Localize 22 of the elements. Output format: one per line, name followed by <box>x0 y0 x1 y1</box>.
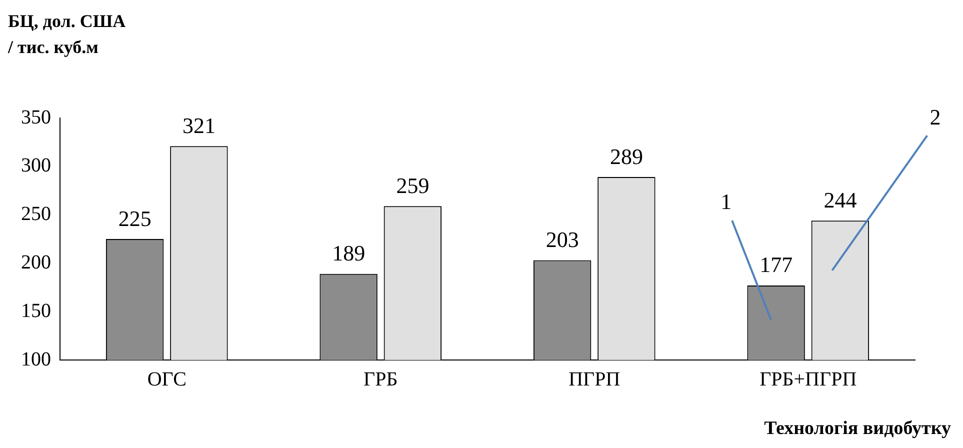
data-label: 203 <box>546 227 579 252</box>
x-tick-label: ГРБ+ПГРП <box>760 368 857 390</box>
y-tick-label: 200 <box>21 251 51 274</box>
text: 1 <box>720 189 732 214</box>
x-axis-title: Технологія видобутку <box>764 418 951 440</box>
data-label: 321 <box>182 112 216 138</box>
data-label: 259 <box>396 172 430 198</box>
data-label: 177 <box>760 252 793 278</box>
y-tick-label: 100 <box>21 348 51 370</box>
data-label: 189 <box>332 240 366 266</box>
y-axis-title: БЦ, дол. США / тис. куб.м <box>8 10 126 59</box>
y-tick-label: 150 <box>21 300 51 322</box>
x-tick-label: ОГС <box>147 368 186 390</box>
x-tick-label: ГРБ <box>364 368 398 390</box>
y-tick-label: 300 <box>21 154 51 177</box>
data-label: 289 <box>610 144 643 169</box>
y-tick-label: 250 <box>21 203 51 226</box>
text: 2 <box>930 104 941 130</box>
x-tick-label: ПГРП <box>568 368 620 390</box>
y-tick-label: 350 <box>21 106 51 128</box>
data-label: 244 <box>824 187 857 212</box>
data-label: 225 <box>118 206 152 231</box>
